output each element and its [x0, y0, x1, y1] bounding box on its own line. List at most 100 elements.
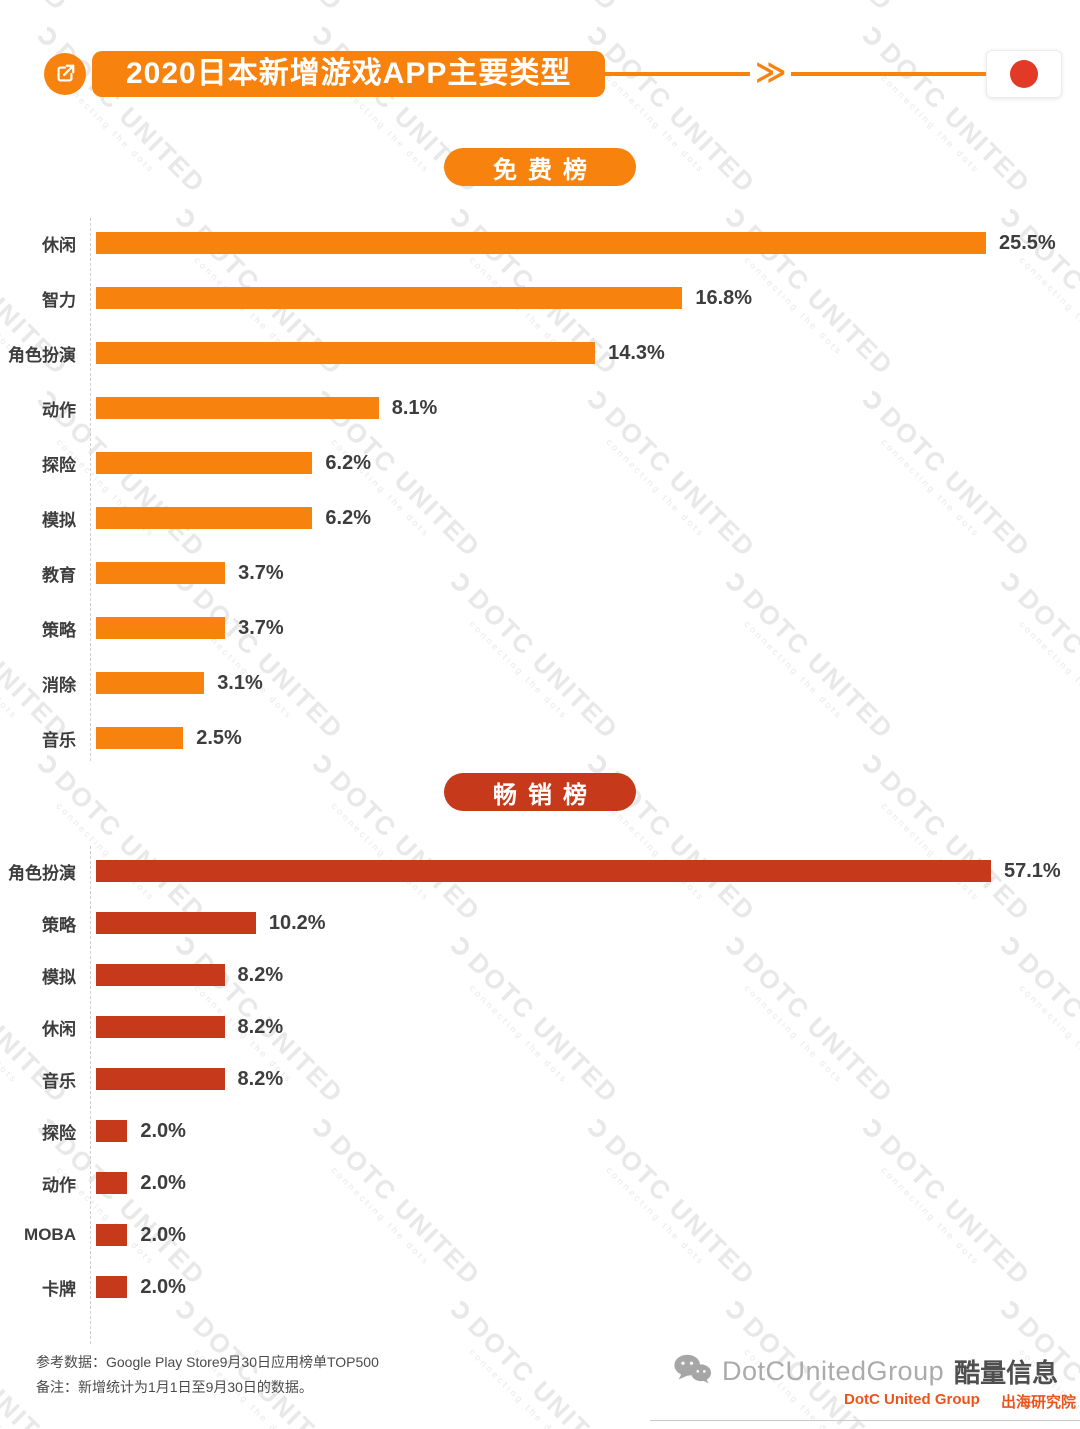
bar	[96, 1224, 128, 1246]
bar	[96, 672, 205, 694]
value-label: 2.5%	[196, 726, 242, 749]
category-label: 教育	[42, 565, 76, 585]
category-label: 模拟	[42, 967, 76, 987]
bar	[96, 1172, 128, 1194]
free-chart: 休闲 25.5% 智力 16.8% 角色扮演 14.3% 动作 8.1% 探险 6.2% 模拟 6.2…	[0, 218, 1080, 761]
free-chart-badge: 免费榜	[444, 148, 636, 186]
value-label: 2.0%	[140, 1275, 186, 1298]
value-label: 10.2%	[268, 911, 326, 934]
category-label: 角色扮演	[8, 345, 76, 365]
value-label: 2.0%	[140, 1223, 186, 1246]
dotc-logo-icon	[997, 1296, 1024, 1323]
value-label: 14.3%	[608, 341, 665, 364]
value-label: 8.2%	[237, 1015, 284, 1038]
bar-row: 模拟 6.2%	[0, 506, 1080, 530]
dotc-logo-icon	[172, 1296, 199, 1323]
bar-row: 探险 2.0%	[0, 1119, 1080, 1143]
bar	[96, 1276, 128, 1298]
bar	[96, 452, 313, 474]
bar-row: 教育 3.7%	[0, 561, 1080, 585]
wechat-icon	[672, 1352, 712, 1391]
bar-row: 休闲 8.2%	[0, 1015, 1080, 1039]
value-label: 8.2%	[237, 1067, 284, 1090]
bar	[96, 1016, 225, 1038]
dotc-logo-icon	[722, 1296, 749, 1323]
brand-orange-left: DotC United Group	[844, 1391, 980, 1408]
bar	[96, 964, 225, 986]
bar-row: 智力 16.8%	[0, 286, 1080, 310]
bar	[96, 562, 226, 584]
category-label: 策略	[42, 915, 76, 935]
category-label: 动作	[42, 1175, 76, 1195]
bar-row: 策略 10.2%	[0, 911, 1080, 935]
bar	[96, 507, 313, 529]
footer-notes: 参考数据：Google Play Store9月30日应用榜单TOP500 备注…	[36, 1350, 379, 1400]
value-label: 57.1%	[1004, 859, 1061, 882]
bar-row: MOBA 2.0%	[0, 1224, 1080, 1246]
dotc-logo-icon	[447, 1296, 474, 1323]
bar-row: 动作 2.0%	[0, 1171, 1080, 1195]
value-label: 6.2%	[325, 506, 371, 529]
value-label: 2.0%	[140, 1119, 186, 1142]
category-label: 消除	[42, 675, 76, 695]
category-label: 音乐	[42, 1071, 76, 1091]
bar-row: 休闲 25.5%	[0, 232, 1080, 255]
header: 2020日本新增游戏APP主要类型 ≫	[44, 50, 1062, 98]
value-label: 8.1%	[391, 396, 438, 419]
bar	[96, 287, 683, 309]
bar	[96, 617, 226, 639]
remark-note: 备注：新增统计为1月1日至9月30日的数据。	[36, 1379, 313, 1396]
category-label: 卡牌	[42, 1279, 76, 1299]
brand-name-dark: 酷量信息	[954, 1358, 1059, 1388]
grossing-chart-badge: 畅销榜	[444, 773, 636, 811]
category-label: 休闲	[42, 235, 76, 255]
brand-row: DotCUnitedGroup 酷量信息	[672, 1352, 1076, 1391]
value-label: 6.2%	[325, 451, 371, 474]
header-line: ≫	[605, 57, 986, 88]
page-title: 2020日本新增游戏APP主要类型	[92, 51, 606, 97]
grossing-chart: 角色扮演 57.1% 策略 10.2% 模拟 8.2% 休闲 8.2% 音乐 8.2% 探险 2.0%…	[0, 846, 1080, 1344]
bar-row: 角色扮演 14.3%	[0, 341, 1080, 365]
bar-row: 音乐 2.5%	[0, 726, 1080, 750]
category-label: 角色扮演	[8, 863, 76, 883]
category-label: 音乐	[42, 730, 76, 750]
bar	[96, 397, 379, 419]
bar	[96, 1120, 128, 1142]
category-label: 模拟	[42, 510, 76, 530]
bar	[96, 232, 986, 254]
content: 2020日本新增游戏APP主要类型 ≫ 免费榜 休闲 25.5% 智力 16.8% 角色…	[0, 50, 1080, 1344]
bar	[96, 342, 596, 364]
bar	[96, 912, 256, 934]
bar-row: 卡牌 2.0%	[0, 1275, 1080, 1299]
bar-row: 探险 6.2%	[0, 451, 1080, 475]
japan-flag-disc	[1010, 60, 1038, 88]
category-label: 动作	[42, 400, 76, 420]
category-label: 休闲	[42, 1019, 76, 1039]
value-label: 3.7%	[238, 616, 284, 639]
bar-row: 音乐 8.2%	[0, 1067, 1080, 1091]
value-label: 2.0%	[140, 1171, 186, 1194]
brand-orange-right: 出海研究院	[1000, 1394, 1076, 1411]
category-label: 智力	[42, 290, 76, 310]
value-label: 16.8%	[695, 286, 753, 309]
bar	[96, 1068, 225, 1090]
share-icon	[44, 53, 86, 95]
brand-orange-row: DotC United Group 出海研究院	[672, 1391, 1076, 1412]
bar	[96, 727, 184, 749]
category-label: MOBA	[24, 1225, 76, 1244]
value-label: 3.7%	[238, 561, 284, 584]
brand-name-gray: DotCUnitedGroup	[722, 1356, 945, 1386]
bar-row: 模拟 8.2%	[0, 963, 1080, 987]
category-label: 策略	[42, 620, 76, 640]
data-source-note: 参考数据：Google Play Store9月30日应用榜单TOP500	[36, 1354, 379, 1370]
japan-flag	[986, 50, 1062, 98]
footer-brand: DotCUnitedGroup 酷量信息 DotC United Group 出…	[650, 1352, 1080, 1421]
bar-row: 策略 3.7%	[0, 616, 1080, 640]
value-label: 3.1%	[217, 671, 263, 694]
bar-row: 消除 3.1%	[0, 671, 1080, 695]
value-label: 8.2%	[237, 963, 284, 986]
category-label: 探险	[42, 1123, 76, 1143]
bar-row: 角色扮演 57.1%	[0, 859, 1080, 883]
